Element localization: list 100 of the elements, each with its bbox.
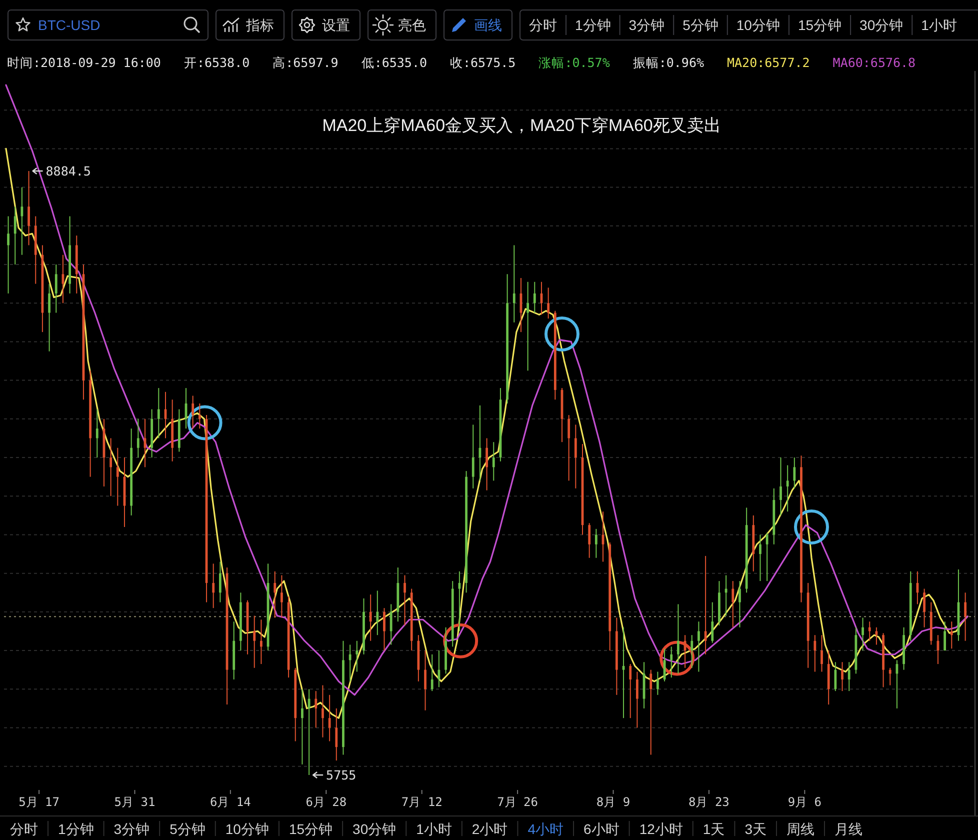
candlestick — [20, 186, 24, 256]
candlestick — [862, 617, 864, 652]
category-label: 时间:2018-09-29 16:00 — [7, 55, 161, 70]
candlestick — [356, 640, 358, 672]
candlestick — [335, 708, 338, 762]
candlestick — [656, 671, 659, 696]
category-label: 5分钟 — [170, 821, 206, 837]
category-label: 30分钟 — [352, 821, 396, 837]
candlestick — [848, 662, 850, 692]
category-label: 15分钟 — [798, 17, 842, 33]
category-label: BTC-USD — [38, 17, 100, 33]
point — [660, 640, 695, 676]
candlestick — [690, 634, 694, 668]
candlestick — [636, 671, 638, 728]
candlestick — [192, 395, 194, 430]
candlestick — [820, 634, 823, 672]
candlestick — [486, 438, 488, 491]
candlestick — [574, 424, 577, 489]
candlestick — [868, 621, 871, 642]
candlestick — [588, 522, 591, 558]
candlestick — [253, 615, 256, 668]
category-label: 月线 — [834, 821, 862, 837]
category-label: 低:6535.0 — [361, 55, 427, 70]
candlestick — [7, 216, 10, 294]
category-label: 周线 — [786, 821, 814, 837]
candlestick — [116, 447, 119, 506]
candlestick — [841, 662, 844, 692]
candlestick — [766, 532, 768, 582]
category-label: 4小时 — [528, 821, 564, 837]
candlestick — [136, 418, 140, 458]
candlestick — [28, 170, 30, 246]
category-label: 画线 — [474, 17, 502, 33]
category-label: 5分钟 — [682, 17, 718, 33]
candlestick — [533, 281, 536, 314]
category-label: 分时 — [10, 821, 38, 837]
candlestick — [568, 414, 570, 482]
candlestick — [793, 457, 796, 489]
category-label: 10分钟 — [736, 17, 780, 33]
category-label: 3分钟 — [114, 821, 150, 837]
candlestick — [944, 621, 946, 652]
category-label: 15分钟 — [288, 821, 333, 837]
candlestick — [888, 667, 892, 686]
candlestick — [677, 604, 680, 674]
candlestick — [698, 621, 700, 672]
category-label: 1小时 — [921, 17, 957, 33]
candlestick — [670, 646, 673, 678]
candlestick — [198, 402, 201, 430]
candlestick — [629, 664, 632, 719]
category-label: 3分钟 — [628, 17, 665, 33]
candlestick — [650, 669, 652, 756]
category-label: 分时 — [529, 17, 557, 33]
category-label: 1分钟 — [575, 17, 611, 33]
category-label: 高:6597.9 — [272, 55, 338, 70]
candlestick — [157, 388, 160, 439]
x-tick-label: 7月 26 — [497, 795, 538, 809]
annotation: 5755 — [326, 768, 356, 782]
point — [794, 509, 830, 544]
chart-title: MA20上穿MA60金叉买入，MA20下穿MA60死叉卖出 — [322, 116, 721, 135]
category-label: 1天 — [702, 821, 725, 837]
candlestick — [526, 281, 530, 372]
x-tick-label: 8月 23 — [688, 795, 730, 809]
category-label: 振幅:0.96% — [632, 55, 704, 70]
x-tick-label: 8月 9 — [596, 795, 630, 809]
candlestick — [54, 264, 58, 314]
candlestick — [96, 408, 98, 458]
category-label: 指标 — [245, 17, 274, 33]
candlestick — [923, 588, 926, 628]
candlestick — [724, 574, 728, 616]
x-tick-label: 6月 28 — [306, 795, 347, 809]
x-tick-label: 7月 12 — [401, 795, 442, 809]
category-label: 1小时 — [416, 821, 452, 837]
candlestick — [964, 592, 967, 642]
category-label: 涨幅:0.57% — [538, 55, 610, 70]
candlestick — [110, 438, 112, 497]
annotation: 8884.5 — [46, 164, 91, 178]
x-tick-label: 6月 14 — [210, 795, 251, 809]
candlestick — [376, 590, 379, 636]
candlestick — [814, 634, 816, 672]
candlestick — [328, 694, 331, 742]
category-label: 12小时 — [639, 821, 683, 837]
category-label: 3天 — [744, 821, 766, 837]
candlestick — [780, 457, 782, 516]
candlestick — [14, 206, 16, 266]
candlestick — [430, 654, 434, 692]
category-label: 设置 — [322, 17, 350, 33]
category-label: MA20:6577.2 — [727, 55, 810, 70]
x-tick-label: 5月 31 — [114, 795, 156, 809]
candlestick — [834, 662, 837, 692]
category-label: 收:6575.5 — [450, 55, 516, 70]
candlestick — [212, 563, 215, 609]
category-label: 亮色 — [398, 17, 426, 33]
x-tick-label: 5月 17 — [18, 795, 60, 809]
candlestick — [314, 690, 318, 728]
point — [187, 405, 222, 440]
candlestick — [280, 574, 283, 618]
candlestick — [390, 604, 392, 646]
category-label: 6小时 — [584, 821, 620, 837]
candlestick — [472, 424, 474, 489]
candlestick — [492, 442, 495, 482]
category-label: 1分钟 — [58, 821, 94, 837]
